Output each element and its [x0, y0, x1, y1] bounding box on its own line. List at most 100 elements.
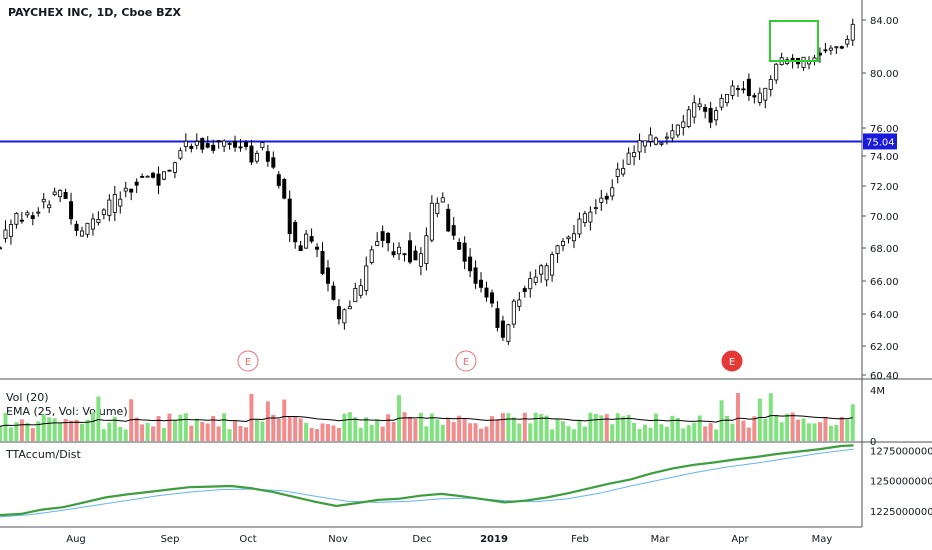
price-tick-label: 64.00 [870, 310, 899, 321]
candle-body [757, 92, 762, 103]
volume-bar [637, 429, 642, 441]
volume-bar [440, 424, 445, 441]
volume-bar [779, 422, 784, 441]
volume-bar [90, 412, 95, 441]
candle-body [588, 211, 593, 223]
candle-body [413, 250, 418, 261]
candle-body [643, 140, 648, 147]
price-tick-label: 68.00 [870, 244, 899, 255]
candle-body [528, 278, 533, 290]
volume-bar [484, 426, 489, 441]
candle-body [47, 204, 52, 209]
candle-body [440, 197, 445, 203]
candle-body [107, 199, 112, 216]
candle-body [719, 97, 724, 108]
volume-bar [74, 419, 79, 441]
volume-bar [468, 423, 473, 441]
candle-body [730, 85, 735, 96]
volume-bar [407, 416, 412, 441]
candle-body [506, 324, 511, 342]
candle-body [52, 191, 57, 196]
volume-bar [36, 421, 41, 441]
candle-body [577, 218, 582, 235]
candle-body [211, 144, 216, 151]
volume-bar [282, 399, 287, 441]
price-tick-label: 60.40 [870, 371, 899, 382]
candle-body [222, 140, 227, 147]
candle-body [101, 209, 106, 215]
volume-bar [249, 393, 254, 441]
candle-body [714, 110, 719, 121]
candle-body [457, 242, 462, 250]
volume-bar [670, 415, 675, 441]
candle-body [610, 187, 615, 197]
volume-bar [817, 422, 822, 441]
volume-bar [0, 426, 2, 441]
candle-body [495, 308, 500, 328]
volume-bar [183, 413, 188, 441]
volume-bar [664, 426, 669, 441]
volume-bar [599, 415, 604, 441]
volume-bar [222, 413, 227, 441]
volume-bar [101, 429, 106, 441]
candle-body [8, 224, 13, 237]
volume-bar [473, 423, 478, 441]
volume-bar [517, 423, 522, 441]
price-tick-label: 70.00 [870, 212, 899, 223]
candle-body [429, 202, 434, 241]
candle-body [648, 134, 653, 142]
candle-body [167, 169, 172, 172]
price-tick-label: 80.00 [870, 69, 899, 80]
candle-body [604, 195, 609, 200]
volume-bar [653, 413, 658, 441]
volume-bar [774, 415, 779, 441]
volume-bar [69, 420, 74, 441]
volume-bar [462, 418, 467, 441]
volume-bar [561, 421, 566, 441]
volume-tick-label: 4M [870, 386, 885, 397]
candle-body [233, 140, 238, 148]
accum-tick-label: 1275000000.00 [870, 446, 932, 457]
candle-body [391, 251, 396, 256]
volume-bar [331, 425, 336, 441]
volume-bar [703, 426, 708, 441]
volume-bar [582, 426, 587, 441]
candle-body [741, 88, 746, 91]
volume-bar [380, 426, 385, 441]
volume-bar [692, 422, 697, 441]
volume-bar [615, 413, 620, 441]
candle-body [697, 103, 702, 108]
volume-bar [14, 422, 19, 441]
volume-bar [151, 426, 156, 441]
time-tick-label: Dec [412, 534, 431, 545]
candle-body [90, 218, 95, 230]
candle-body [550, 254, 555, 276]
candle-body [473, 267, 478, 284]
volume-bar [391, 422, 396, 441]
candle-body [79, 230, 84, 237]
candle-body [347, 306, 352, 310]
candle-body [0, 247, 3, 250]
volume-bar [123, 429, 128, 441]
volume-bar [254, 419, 259, 441]
candle-body [768, 79, 773, 90]
candle-body [375, 241, 380, 246]
candle-body [407, 240, 412, 263]
earnings-marker-label: E [245, 357, 251, 368]
volume-bar [364, 417, 369, 441]
candle-body [692, 102, 697, 118]
candle-body [238, 146, 243, 149]
volume-bar [30, 428, 35, 441]
candle-body [287, 198, 292, 235]
volume-bar [25, 422, 30, 441]
candle-body [358, 285, 363, 296]
highlight-box-group [769, 20, 819, 62]
candle-body [227, 143, 232, 145]
volume-bar [58, 422, 63, 441]
price-tick-label: 62.00 [870, 342, 899, 353]
volume-bar [63, 418, 68, 441]
candle-body [309, 236, 314, 242]
time-tick-label: Feb [571, 534, 589, 545]
